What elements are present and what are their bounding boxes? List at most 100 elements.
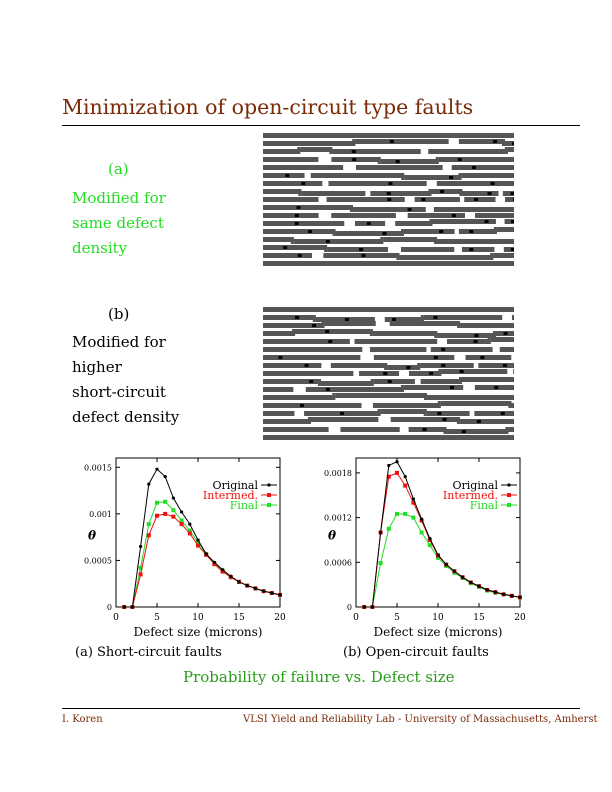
data-point — [387, 463, 391, 468]
layout-via — [493, 140, 498, 143]
layout-wire — [263, 387, 294, 392]
layout-via — [312, 324, 317, 327]
layout-jog — [457, 321, 461, 328]
legend-label: Final — [230, 499, 259, 512]
data-point — [262, 589, 266, 593]
panel-a-tag: (a) — [108, 160, 129, 178]
layout-wire — [352, 207, 426, 212]
layout-wire — [263, 411, 295, 416]
layout-via — [474, 334, 479, 337]
layout-jog — [352, 139, 356, 146]
layout-via — [461, 430, 466, 433]
layout-wire — [263, 347, 363, 352]
layout-wire — [263, 323, 325, 328]
data-point — [146, 522, 151, 527]
layout-wire — [461, 173, 514, 178]
layout-wire — [490, 337, 514, 342]
layout-via — [297, 254, 302, 257]
data-point — [452, 569, 456, 573]
data-point — [220, 569, 225, 574]
layout-via — [387, 380, 392, 383]
data-point — [122, 605, 126, 609]
data-point — [221, 568, 225, 572]
layout-via — [449, 386, 454, 389]
y-tick-label: 0.001 — [89, 510, 112, 519]
layout-wire — [263, 157, 319, 162]
layout-jog — [429, 219, 433, 226]
layout-via — [441, 364, 446, 367]
x-tick-label: 0 — [113, 613, 119, 623]
layout-wire — [447, 339, 491, 344]
data-point — [155, 467, 159, 471]
x-tick-label: 15 — [473, 613, 485, 623]
panel-a-line: density — [72, 239, 128, 257]
layout-wire — [310, 173, 405, 178]
x-tick-label: 20 — [274, 613, 286, 623]
layout-via — [283, 246, 288, 249]
layout-wire — [403, 385, 464, 390]
layout-jog — [332, 229, 336, 236]
layout-wire — [461, 377, 514, 382]
layout-wire — [373, 379, 415, 384]
panel-b-line: higher — [72, 358, 122, 376]
layout-wire — [370, 191, 432, 196]
layout-wire — [380, 159, 439, 164]
layout-via — [439, 230, 444, 233]
y-axis-label: θ — [88, 529, 96, 543]
layout-jog — [423, 409, 427, 416]
layout-wire — [263, 205, 353, 210]
layout-jog — [417, 363, 421, 370]
data-point — [138, 572, 143, 577]
data-point — [163, 511, 168, 516]
data-point — [411, 515, 416, 520]
layout-wire — [437, 333, 496, 338]
figure-subtitle: Probability of failure vs. Defect size — [183, 668, 455, 686]
layout-jog — [458, 377, 462, 384]
layout-wire — [458, 139, 506, 144]
data-point — [270, 591, 274, 595]
layout-via — [512, 142, 514, 145]
layout-wire — [372, 331, 438, 336]
data-point — [180, 510, 184, 514]
chart-short-circuit: 0 5 10 15 20 0 0.0005 0.001 0.0015 θ Defect size (… — [84, 457, 286, 639]
data-point — [196, 543, 200, 548]
layout-jog — [504, 147, 508, 154]
data-point — [138, 565, 143, 570]
legend-label: Intermed. — [443, 489, 498, 502]
layout-via — [503, 332, 508, 335]
layout-jog — [312, 315, 316, 322]
layout-wire — [440, 401, 512, 406]
data-point — [196, 540, 200, 545]
layout-jog — [420, 315, 424, 322]
layout-via — [407, 208, 412, 211]
layout-wire — [335, 231, 404, 236]
layout-jog — [384, 363, 388, 370]
data-point — [253, 586, 257, 590]
layout-via — [299, 404, 304, 407]
layout-via — [285, 174, 290, 177]
layout-wire — [335, 393, 428, 398]
data-point — [419, 530, 424, 535]
panel-b-line: Modified for — [72, 333, 166, 351]
layout-via — [429, 372, 434, 375]
layout-wire — [420, 379, 462, 384]
layout-wire — [263, 165, 344, 170]
layout-wire — [433, 207, 514, 212]
layout-via — [471, 166, 476, 169]
layout-wire — [373, 355, 455, 360]
layout-jog — [396, 253, 400, 260]
layout-jog — [298, 189, 302, 196]
layout-jog — [508, 401, 512, 408]
data-point — [428, 536, 432, 541]
layout-via — [510, 192, 514, 195]
layout-wire — [441, 369, 508, 374]
layout-wire — [460, 323, 514, 328]
data-point — [171, 508, 176, 513]
data-point — [420, 517, 424, 521]
data-point — [362, 605, 366, 609]
layout-wire — [340, 427, 400, 432]
title-rule — [62, 125, 580, 126]
layout-wire — [408, 427, 447, 432]
layout-wire — [263, 149, 301, 154]
layout-via — [328, 340, 333, 343]
